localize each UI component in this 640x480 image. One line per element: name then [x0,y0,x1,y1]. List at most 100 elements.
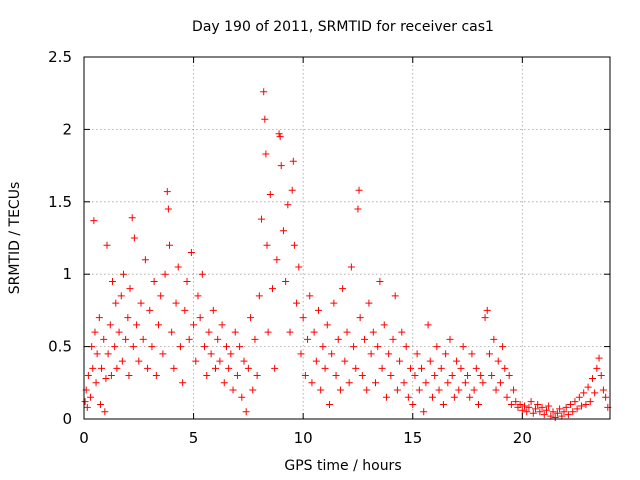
data-point [422,379,430,387]
data-point [89,364,97,372]
data-point [233,372,241,380]
data-point [556,405,564,413]
data-point [238,393,246,401]
data-point [101,408,109,416]
data-point [496,379,504,387]
data-point [534,401,542,409]
data-point [214,335,222,343]
data-point [293,299,301,307]
data-point [83,403,91,411]
data-point [92,379,100,387]
data-point [409,401,417,409]
data-point [472,364,480,372]
data-point [247,314,255,322]
data-point [343,328,351,336]
data-point [428,393,436,401]
data-point [475,401,482,409]
data-point [455,386,463,394]
data-point [439,401,447,409]
data-point [135,357,143,365]
data-point [350,343,358,351]
x-tick-label: 20 [513,429,532,447]
data-point [229,386,237,394]
data-point [402,343,410,351]
data-point [129,343,137,351]
data-point [159,350,167,358]
x-axis-label: GPS time / hours [284,458,401,474]
data-point [231,328,239,336]
data-point [494,357,502,365]
data-point [198,270,206,278]
data-point [323,321,331,329]
data-point [448,372,456,380]
data-point [426,357,434,365]
data-point [133,321,141,329]
data-point [586,398,594,406]
data-point [258,215,266,223]
data-point [525,403,533,411]
data-point [461,379,469,387]
data-point [459,343,467,351]
data-point [108,277,116,285]
data-point [369,328,377,336]
data-point [170,364,178,372]
y-tick-label: 2.5 [48,48,72,66]
data-point [93,350,101,358]
data-point [148,343,156,351]
data-point [505,372,513,380]
data-point [190,321,198,329]
axis-ticks [83,56,610,420]
data-point [334,335,342,343]
data-point [485,350,493,358]
data-point [284,201,292,209]
data-point [501,364,509,372]
data-point [304,335,312,343]
x-tick-label: 5 [189,429,199,447]
data-point [271,364,279,372]
data-point [389,335,397,343]
data-point [488,372,496,380]
x-tick-label: 15 [403,429,422,447]
data-point [358,372,366,380]
data-point [332,372,340,380]
data-point [527,398,535,406]
data-point [227,350,235,358]
data-point [444,379,452,387]
chart-title: Day 190 of 2011, SRMTID for receiver cas… [192,19,494,35]
data-point [168,328,176,336]
data-point [356,314,364,322]
data-point [222,343,230,351]
data-point [411,372,419,380]
data-point [562,403,570,411]
data-point [253,372,261,380]
data-point [90,217,98,225]
data-point [279,227,287,235]
data-point [453,357,461,365]
data-point [507,401,515,409]
data-point [431,372,439,380]
data-point [81,398,89,406]
data-point [433,343,441,351]
data-point [264,328,272,336]
data-point [112,299,120,307]
data-point [420,408,428,416]
grid-lines [84,57,610,419]
data-point [150,277,158,285]
data-point [268,285,276,293]
data-point [545,402,553,410]
data-point [91,328,99,336]
data-point [591,389,599,397]
data-point [365,299,373,307]
data-point [117,292,125,300]
data-point [244,364,252,372]
data-point [183,277,191,285]
data-point [573,405,581,413]
data-point [98,364,106,372]
data-point [593,364,601,372]
data-point [95,314,103,322]
data-point [144,364,152,372]
data-point [249,386,257,394]
y-tick-labels: 0 0.5 1 1.5 2 2.5 [48,48,72,428]
data-point [376,277,384,285]
data-point [319,343,327,351]
